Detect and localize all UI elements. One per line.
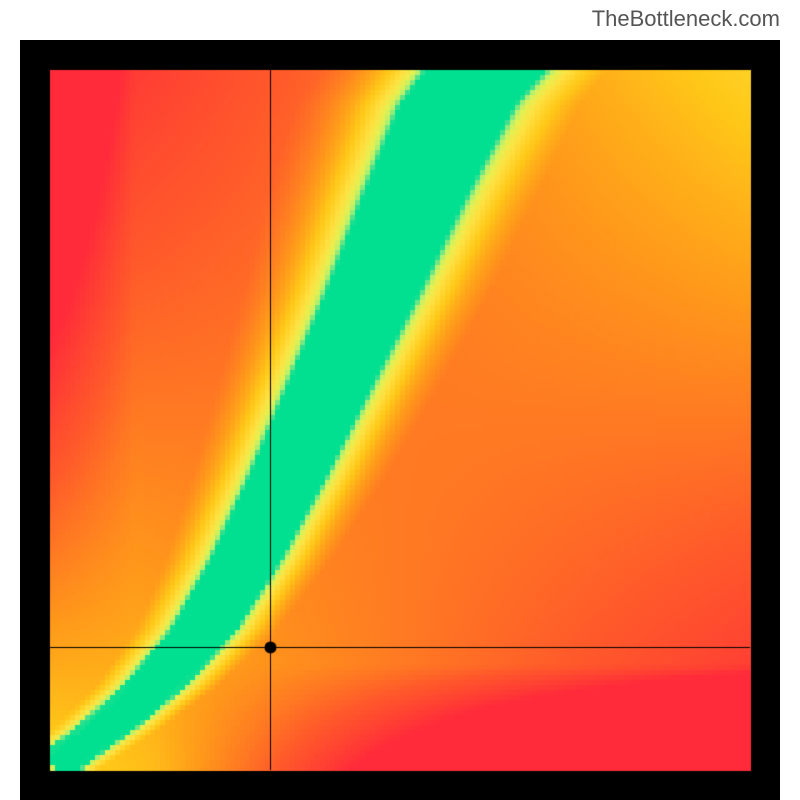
heatmap-canvas bbox=[20, 40, 780, 800]
heatmap-chart bbox=[20, 40, 780, 800]
watermark-text: TheBottleneck.com bbox=[592, 6, 780, 32]
